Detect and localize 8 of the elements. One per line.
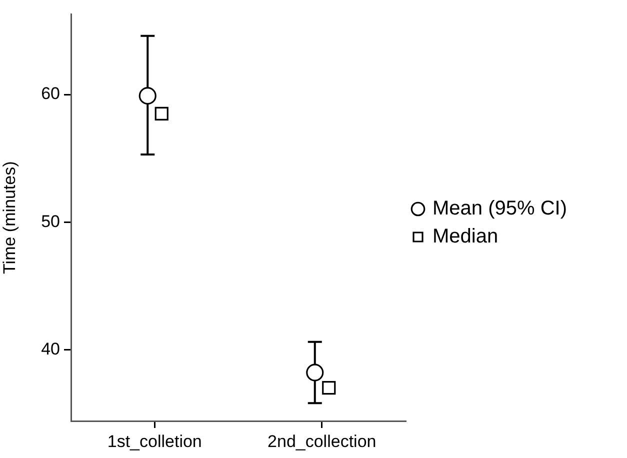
y-axis-title: Time (minutes) <box>0 161 19 274</box>
y-tick-label: 50 <box>41 212 60 231</box>
x-tick-label: 1st_colletion <box>107 432 202 451</box>
legend-label: Median <box>432 226 498 248</box>
legend-label: Mean (95% CI) <box>432 198 568 220</box>
y-tick-label: 40 <box>41 339 60 358</box>
y-tick-label: 60 <box>41 84 60 104</box>
x-tick-label: 2nd_collection <box>268 432 376 451</box>
